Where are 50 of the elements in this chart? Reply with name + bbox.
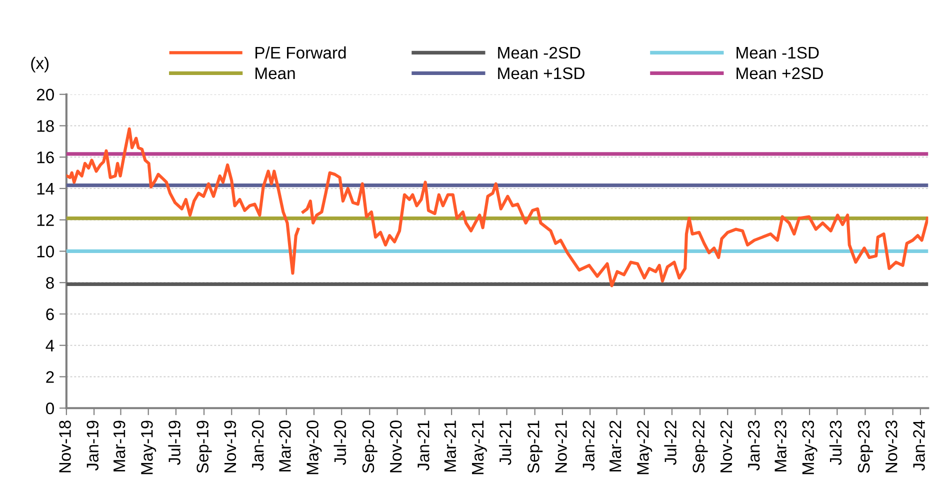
y-axis-title: (x): [31, 56, 49, 72]
legend-label: Mean -2SD: [498, 46, 580, 59]
x-tick-label: Nov-23: [885, 420, 898, 472]
y-tick-label: 20: [36, 88, 54, 101]
legend-label: P/E Forward: [256, 46, 346, 59]
x-tick-label: Jul-20: [334, 420, 346, 466]
x-tick-label: Mar-23: [774, 420, 786, 472]
y-tick-label: 4: [46, 340, 54, 352]
y-tick-label: 10: [37, 246, 54, 258]
x-tick-label: Nov-21: [555, 420, 567, 472]
x-tick-label: Nov-19: [224, 420, 236, 472]
x-tick-label: Nov-22: [720, 420, 732, 472]
x-tick-label: May-19: [141, 420, 156, 474]
x-tick-label: May-20: [306, 420, 322, 474]
x-tick-label: Mar-19: [113, 420, 126, 472]
x-tick-label: Nov-20: [390, 420, 402, 472]
x-tick-label: Mar-20: [279, 420, 291, 472]
x-tick-label: Sep-23: [858, 420, 873, 473]
x-tick-label: Mar-21: [444, 420, 456, 472]
x-tick-label: Jan-19: [86, 420, 99, 471]
x-tick-label: Jul-19: [168, 420, 180, 466]
y-tick-label: 0: [46, 402, 54, 414]
y-tick-label: 6: [46, 308, 54, 320]
y-tick-label: 2: [46, 371, 54, 383]
legend-label: Mean +1SD: [498, 67, 584, 80]
x-tick-label: Jul-22: [664, 420, 676, 466]
x-tick-label: Sep-21: [528, 420, 543, 473]
x-tick-label: Jul-23: [829, 420, 842, 466]
legend-label: Mean: [256, 68, 295, 80]
y-tick-label: 16: [37, 152, 54, 164]
x-tick-label: Jan-20: [252, 420, 264, 471]
x-tick-label: Jan-22: [582, 420, 595, 471]
x-tick-label: May-21: [472, 420, 487, 474]
legend-label: Mean -1SD: [736, 46, 819, 59]
y-tick-label: 18: [37, 120, 54, 132]
x-tick-label: Nov-18: [59, 420, 71, 472]
x-tick-label: Sep-20: [362, 420, 378, 473]
x-tick-label: May-22: [637, 420, 652, 474]
x-tick-label: Jul-21: [499, 420, 512, 466]
x-tick-label: Jan-21: [418, 420, 430, 471]
y-tick-label: 14: [37, 183, 54, 195]
x-tick-label: Mar-22: [609, 420, 622, 472]
x-tick-label: Jan-24: [913, 420, 925, 471]
x-tick-label: Sep-22: [692, 420, 708, 473]
y-tick-label: 8: [46, 277, 54, 289]
legend-label: Mean +2SD: [736, 67, 823, 80]
x-tick-label: Sep-19: [196, 420, 212, 473]
y-tick-label: 12: [37, 214, 54, 226]
x-tick-label: Jan-23: [748, 420, 760, 471]
x-tick-label: May-23: [802, 420, 818, 474]
